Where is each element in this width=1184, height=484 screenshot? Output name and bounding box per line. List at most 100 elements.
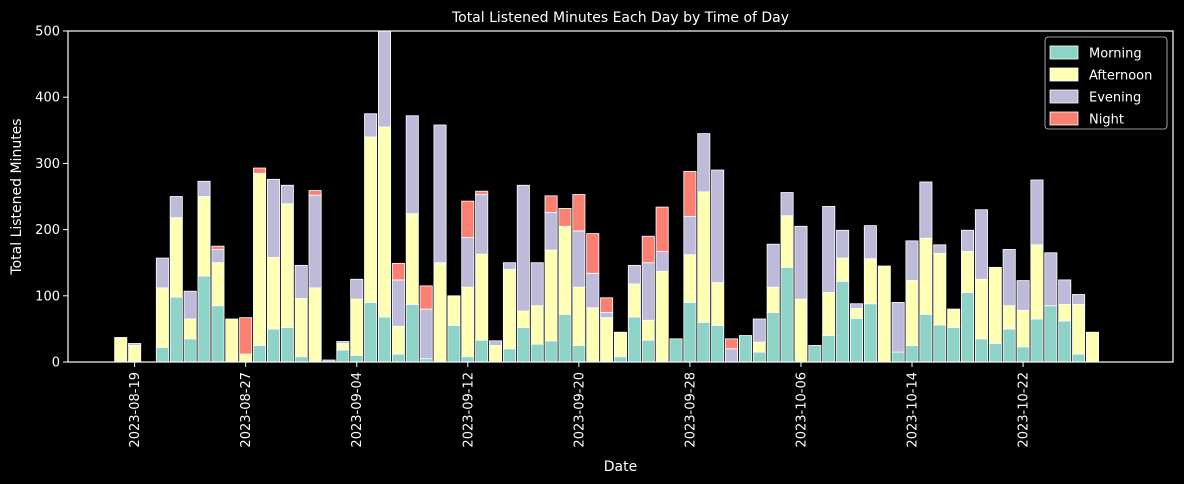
bar-morning-2023-10-25 bbox=[1058, 320, 1072, 362]
bar-morning-2023-10-19 bbox=[974, 338, 988, 362]
bar-morning-2023-09-11 bbox=[447, 325, 461, 362]
bar-night-2023-09-22 bbox=[600, 297, 614, 313]
bar-evening-2023-10-23 bbox=[1030, 179, 1044, 246]
x-tick-label: 2023-09-04 bbox=[350, 372, 365, 448]
bar-afternoon-2023-09-13 bbox=[475, 253, 489, 341]
bar-morning-2023-09-03 bbox=[336, 349, 350, 362]
bar-evening-2023-10-19 bbox=[974, 209, 988, 280]
bar-evening-2023-09-22 bbox=[600, 311, 614, 319]
bar-morning-2023-10-26 bbox=[1072, 353, 1086, 362]
bar-afternoon-2023-09-05 bbox=[364, 136, 378, 303]
bar-morning-2023-09-17 bbox=[530, 343, 544, 362]
bar-evening-2023-10-10 bbox=[849, 303, 864, 309]
bar-afternoon-2023-10-26 bbox=[1072, 304, 1086, 355]
x-tick-label: 2023-08-19 bbox=[128, 372, 143, 448]
bar-afternoon-2023-10-19 bbox=[974, 278, 988, 340]
bar-morning-2023-10-05 bbox=[780, 266, 794, 362]
bar-morning-2023-09-15 bbox=[502, 348, 516, 362]
bar-night-2023-09-01 bbox=[308, 190, 322, 196]
bar-afternoon-2023-10-04 bbox=[766, 286, 780, 313]
bar-morning-2023-09-20 bbox=[572, 345, 586, 362]
bar-morning-2023-09-29 bbox=[697, 321, 711, 362]
bar-afternoon-2023-09-04 bbox=[350, 298, 364, 356]
bar-afternoon-2023-10-17 bbox=[947, 308, 961, 328]
bar-night-2023-09-21 bbox=[586, 233, 600, 274]
bar-afternoon-2023-10-10 bbox=[849, 307, 864, 319]
x-axis: 2023-08-19 2023-08-27 2023-09-04 2023-09-12… bbox=[128, 362, 1032, 448]
legend-label-night: Night bbox=[1089, 113, 1124, 128]
bar-afternoon-2023-09-15 bbox=[502, 268, 516, 350]
bar-afternoon-2023-08-19 bbox=[128, 345, 142, 362]
bar-afternoon-2023-10-23 bbox=[1030, 244, 1044, 320]
bar-morning-2023-08-30 bbox=[280, 327, 294, 362]
bar-morning-2023-10-09 bbox=[836, 280, 850, 362]
bar-afternoon-2023-08-26 bbox=[225, 318, 239, 362]
bar-evening-2023-09-29 bbox=[697, 133, 711, 193]
x-tick-label: 2023-10-14 bbox=[906, 372, 921, 448]
bar-evening-2023-09-26 bbox=[655, 251, 669, 272]
bar-morning-2023-10-17 bbox=[947, 327, 961, 362]
bar-morning-2023-08-31 bbox=[294, 356, 308, 362]
bar-morning-2023-08-25 bbox=[211, 305, 225, 362]
bar-morning-2023-09-30 bbox=[711, 325, 725, 362]
bar-morning-2023-09-24 bbox=[627, 316, 641, 362]
legend-label-evening: Evening bbox=[1089, 91, 1141, 106]
bar-afternoon-2023-10-06 bbox=[794, 298, 808, 362]
bar-morning-2023-10-04 bbox=[766, 311, 780, 362]
bar-night-2023-09-07 bbox=[391, 262, 405, 281]
bar-evening-2023-08-25 bbox=[211, 249, 225, 264]
y-tick-label: 300 bbox=[35, 157, 60, 172]
bar-afternoon-2023-08-31 bbox=[294, 298, 308, 358]
bar-morning-2023-10-10 bbox=[849, 317, 864, 362]
bar-evening-2023-08-31 bbox=[294, 264, 308, 299]
legend-label-afternoon: Afternoon bbox=[1089, 69, 1152, 84]
bar-morning-2023-10-21 bbox=[1002, 328, 1016, 362]
bar-afternoon-2023-10-27 bbox=[1085, 331, 1100, 362]
bar-morning-2023-09-05 bbox=[364, 302, 378, 362]
bar-afternoon-2023-10-20 bbox=[988, 266, 1002, 344]
bar-morning-2023-08-28 bbox=[253, 345, 267, 362]
x-tick-label: 2023-09-12 bbox=[461, 372, 476, 448]
bar-evening-2023-08-24 bbox=[197, 180, 211, 197]
bar-afternoon-2023-08-27 bbox=[239, 353, 253, 362]
bar-evening-2023-10-15 bbox=[919, 181, 933, 239]
x-tick-label: 2023-09-28 bbox=[683, 372, 698, 448]
bar-afternoon-2023-10-11 bbox=[863, 258, 877, 305]
bar-afternoon-2023-10-15 bbox=[919, 237, 933, 315]
bar-afternoon-2023-10-08 bbox=[822, 292, 836, 336]
y-tick-label: 400 bbox=[35, 91, 60, 106]
bar-afternoon-2023-09-29 bbox=[697, 191, 711, 323]
bar-morning-2023-09-23 bbox=[613, 356, 628, 362]
bar-afternoon-2023-09-24 bbox=[627, 283, 641, 318]
bar-morning-2023-10-23 bbox=[1030, 318, 1044, 362]
bar-evening-2023-10-01 bbox=[725, 348, 739, 362]
bar-afternoon-2023-10-09 bbox=[836, 257, 850, 282]
bar-morning-2023-10-18 bbox=[961, 292, 975, 362]
bar-evening-2023-10-11 bbox=[863, 225, 877, 260]
bar-afternoon-2023-08-18 bbox=[114, 337, 128, 362]
bar-morning-2023-10-24 bbox=[1044, 305, 1058, 362]
bar-morning-2023-08-21 bbox=[155, 347, 169, 362]
x-axis-title: Date bbox=[604, 459, 637, 475]
bar-afternoon-2023-09-22 bbox=[600, 317, 614, 362]
bar-morning-2023-09-13 bbox=[475, 339, 489, 362]
bar-evening-2023-10-06 bbox=[794, 225, 808, 300]
bar-afternoon-2023-08-23 bbox=[183, 318, 197, 340]
bar-afternoon-2023-09-21 bbox=[586, 307, 600, 362]
bar-night-2023-09-25 bbox=[641, 235, 655, 264]
bar-afternoon-2023-09-25 bbox=[641, 319, 655, 341]
bar-afternoon-2023-10-03 bbox=[752, 341, 766, 353]
legend-swatch-night bbox=[1049, 111, 1079, 126]
bar-evening-2023-10-16 bbox=[933, 244, 947, 254]
bar-morning-2023-10-16 bbox=[933, 324, 947, 362]
x-tick-label: 2023-09-20 bbox=[572, 372, 587, 448]
bar-evening-2023-09-05 bbox=[364, 113, 378, 138]
bar-afternoon-2023-10-05 bbox=[780, 215, 794, 268]
legend-swatch-morning bbox=[1049, 45, 1079, 60]
bar-night-2023-09-19 bbox=[558, 208, 572, 227]
bar-afternoon-2023-10-14 bbox=[905, 280, 919, 346]
bar-afternoon-2023-09-01 bbox=[308, 287, 322, 362]
bar-morning-2023-10-14 bbox=[905, 345, 919, 362]
